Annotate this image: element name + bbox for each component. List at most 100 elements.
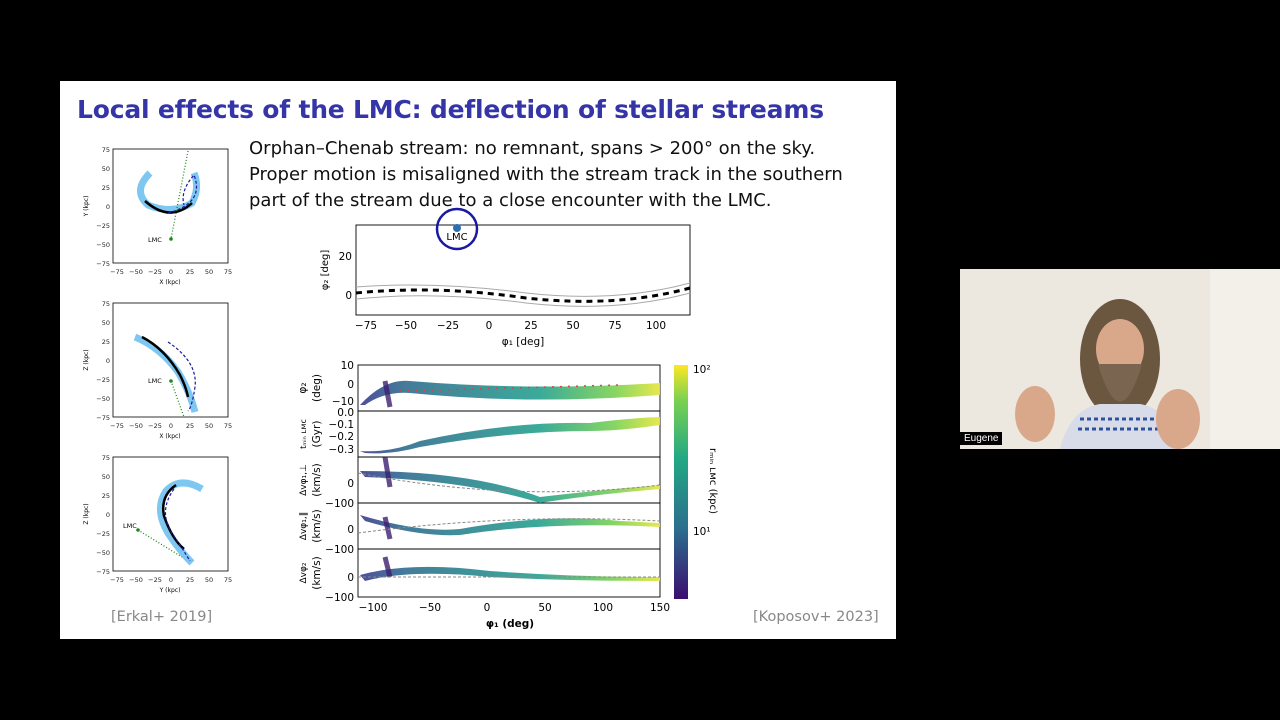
lmc-label: LMC bbox=[148, 236, 162, 244]
x-axis-label: X (kpc) bbox=[159, 279, 180, 286]
presentation-slide: Local effects of the LMC: deflection of … bbox=[60, 81, 896, 639]
ytick: 0 bbox=[345, 290, 352, 302]
xtick: 0 bbox=[169, 576, 173, 584]
text-line-1: Orphan–Chenab stream: no remnant, spans … bbox=[249, 138, 816, 159]
xtick: 50 bbox=[566, 320, 579, 332]
xtick: 50 bbox=[205, 576, 213, 584]
xtick: 150 bbox=[650, 602, 670, 614]
y-axis-unit: (km/s) bbox=[311, 463, 323, 497]
xtick: 75 bbox=[224, 576, 232, 584]
colorbar bbox=[674, 365, 688, 599]
y-axis-label: φ₂ bbox=[297, 382, 309, 393]
x-axis-label: X (kpc) bbox=[159, 433, 180, 440]
ytick: 25 bbox=[102, 184, 110, 192]
ytick: −0.1 bbox=[329, 419, 355, 431]
ytick: −25 bbox=[96, 222, 110, 230]
xtick: 0 bbox=[169, 422, 173, 430]
ytick: 75 bbox=[102, 146, 110, 154]
ytick: −25 bbox=[96, 376, 110, 384]
slide-body-text: Orphan–Chenab stream: no remnant, spans … bbox=[249, 136, 889, 214]
x-axis-label: Y (kpc) bbox=[159, 587, 181, 594]
ytick: −10 bbox=[332, 396, 354, 408]
x-axis-label: φ₁ (deg) bbox=[486, 618, 534, 630]
citation-erkal: [Erkal+ 2019] bbox=[111, 609, 213, 625]
y-axis-unit: (km/s) bbox=[311, 509, 323, 543]
xtick: −75 bbox=[355, 320, 377, 332]
y-axis-label: Δvφ₁,⊥ bbox=[299, 464, 309, 496]
ytick: 50 bbox=[102, 319, 110, 327]
y-axis-label: Z (kpc) bbox=[83, 503, 90, 524]
slide-title: Local effects of the LMC: deflection of … bbox=[77, 95, 824, 124]
y-axis-label: φ₂ [deg] bbox=[320, 250, 331, 291]
xtick: 75 bbox=[224, 422, 232, 430]
ytick: 0.0 bbox=[337, 407, 354, 419]
xtick: 75 bbox=[224, 268, 232, 276]
xtick: 0 bbox=[484, 602, 491, 614]
xtick: −25 bbox=[148, 268, 162, 276]
xtick: 25 bbox=[524, 320, 537, 332]
xtick: −75 bbox=[110, 576, 124, 584]
y-axis-label: Δvφ₂ bbox=[299, 562, 309, 583]
ytick: −75 bbox=[96, 260, 110, 268]
lmc-label: LMC bbox=[446, 232, 467, 243]
ytick: 0 bbox=[347, 524, 354, 536]
ytick: 0 bbox=[106, 203, 110, 211]
y-axis-label: Δvφ₁,∥ bbox=[299, 512, 309, 540]
ytick: 0 bbox=[347, 379, 354, 391]
text-line-2: Proper motion is misaligned with the str… bbox=[249, 164, 843, 185]
participant-video-frame bbox=[960, 269, 1280, 449]
ytick: 75 bbox=[102, 454, 110, 462]
erkal-panel-xy: 75 50 25 0 −25 −50 −75 −75 −50 −25 0 25 … bbox=[83, 146, 232, 286]
citation-koposov: [Koposov+ 2023] bbox=[753, 609, 879, 625]
xtick: −25 bbox=[437, 320, 459, 332]
ytick: −50 bbox=[96, 549, 110, 557]
xtick: −25 bbox=[148, 576, 162, 584]
xtick: 50 bbox=[205, 268, 213, 276]
xtick: −50 bbox=[129, 422, 143, 430]
lmc-label: LMC bbox=[123, 522, 137, 530]
colorbar-label: rₘᵢₙ ʟᴍᴄ (kpc) bbox=[707, 448, 718, 514]
ytick: −50 bbox=[96, 241, 110, 249]
ytick: −25 bbox=[96, 530, 110, 538]
y-axis-label: Z (kpc) bbox=[83, 349, 90, 370]
ytick: −75 bbox=[96, 568, 110, 576]
xtick: 25 bbox=[186, 422, 194, 430]
ytick: 0 bbox=[106, 511, 110, 519]
ytick: −100 bbox=[325, 592, 354, 604]
xtick: 50 bbox=[538, 602, 551, 614]
colorbar-tick: 10² bbox=[693, 364, 711, 376]
xtick: −50 bbox=[395, 320, 417, 332]
xtick: 0 bbox=[486, 320, 493, 332]
ytick: 50 bbox=[102, 165, 110, 173]
erkal-panel-xz: 75 50 25 0 −25 −50 −75 −75 −50 −25 0 25 … bbox=[83, 300, 232, 440]
ytick: 0 bbox=[106, 357, 110, 365]
xtick: 25 bbox=[186, 576, 194, 584]
xtick: −50 bbox=[129, 268, 143, 276]
ytick: 25 bbox=[102, 338, 110, 346]
xtick: 100 bbox=[593, 602, 613, 614]
xtick: −50 bbox=[419, 602, 441, 614]
y-axis-label: Y (kpc) bbox=[83, 196, 90, 218]
colorbar-tick: 10¹ bbox=[693, 526, 711, 538]
ytick: −100 bbox=[325, 498, 354, 510]
xtick: −50 bbox=[129, 576, 143, 584]
y-axis-unit: (deg) bbox=[311, 374, 323, 402]
lmc-label: LMC bbox=[148, 377, 162, 385]
ytick: 0 bbox=[347, 572, 354, 584]
participant-video-tile[interactable] bbox=[960, 269, 1280, 449]
ytick: 10 bbox=[341, 360, 354, 372]
xtick: 50 bbox=[205, 422, 213, 430]
y-axis-label: tₘᵢₙ ʟᴍᴄ bbox=[299, 419, 308, 449]
x-axis-label: φ₁ [deg] bbox=[502, 336, 544, 348]
ytick: −75 bbox=[96, 414, 110, 422]
xtick: −100 bbox=[359, 602, 388, 614]
xtick: 0 bbox=[169, 268, 173, 276]
ytick: −100 bbox=[325, 544, 354, 556]
xtick: 75 bbox=[608, 320, 621, 332]
participant-name-label: Eugene bbox=[960, 432, 1003, 445]
xtick: 25 bbox=[186, 268, 194, 276]
ytick: 0 bbox=[347, 478, 354, 490]
xtick: 100 bbox=[646, 320, 666, 332]
stacked-kinematics-plot: φ₂ (deg) tₘᵢₙ ʟᴍᴄ (Gyr) Δvφ₁,⊥ (km/s) Δv… bbox=[297, 360, 718, 630]
ytick: −0.2 bbox=[329, 431, 355, 443]
